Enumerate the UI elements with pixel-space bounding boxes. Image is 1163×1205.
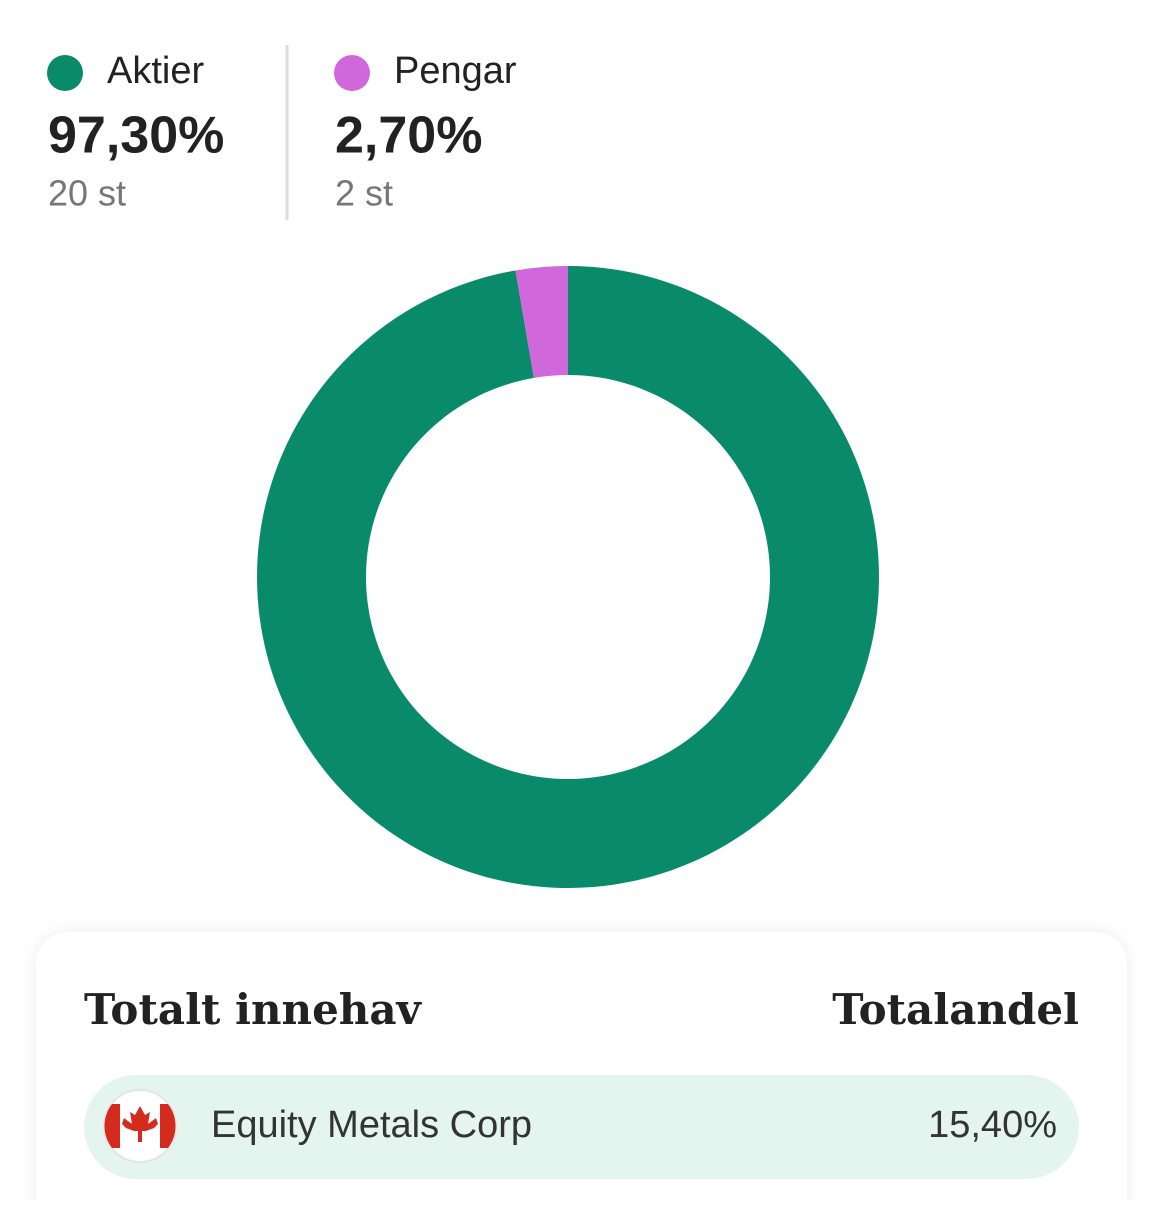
flag-icon (103, 1089, 177, 1163)
donut-segment (515, 266, 568, 378)
legend-value: 97,30% (48, 107, 224, 165)
legend-value: 2,70% (335, 107, 482, 165)
share-header: Totalandel (832, 985, 1079, 1034)
donut-segment (257, 266, 879, 888)
legend-label: Pengar (394, 50, 517, 92)
donut-chart (257, 266, 879, 888)
legend-count: 20 st (48, 173, 126, 214)
holdings-header: Totalt innehav (84, 985, 423, 1034)
legend-swatch (334, 55, 370, 91)
legend: Aktier 97,30% 20 st Pengar 2,70% 2 st (47, 50, 517, 214)
legend-count: 2 st (335, 173, 393, 214)
legend-swatch (47, 55, 83, 91)
legend-label: Aktier (107, 50, 204, 92)
holding-row[interactable] (84, 1075, 1079, 1179)
holding-share: 15,40% (928, 1104, 1057, 1146)
holding-name: Equity Metals Corp (211, 1104, 532, 1146)
